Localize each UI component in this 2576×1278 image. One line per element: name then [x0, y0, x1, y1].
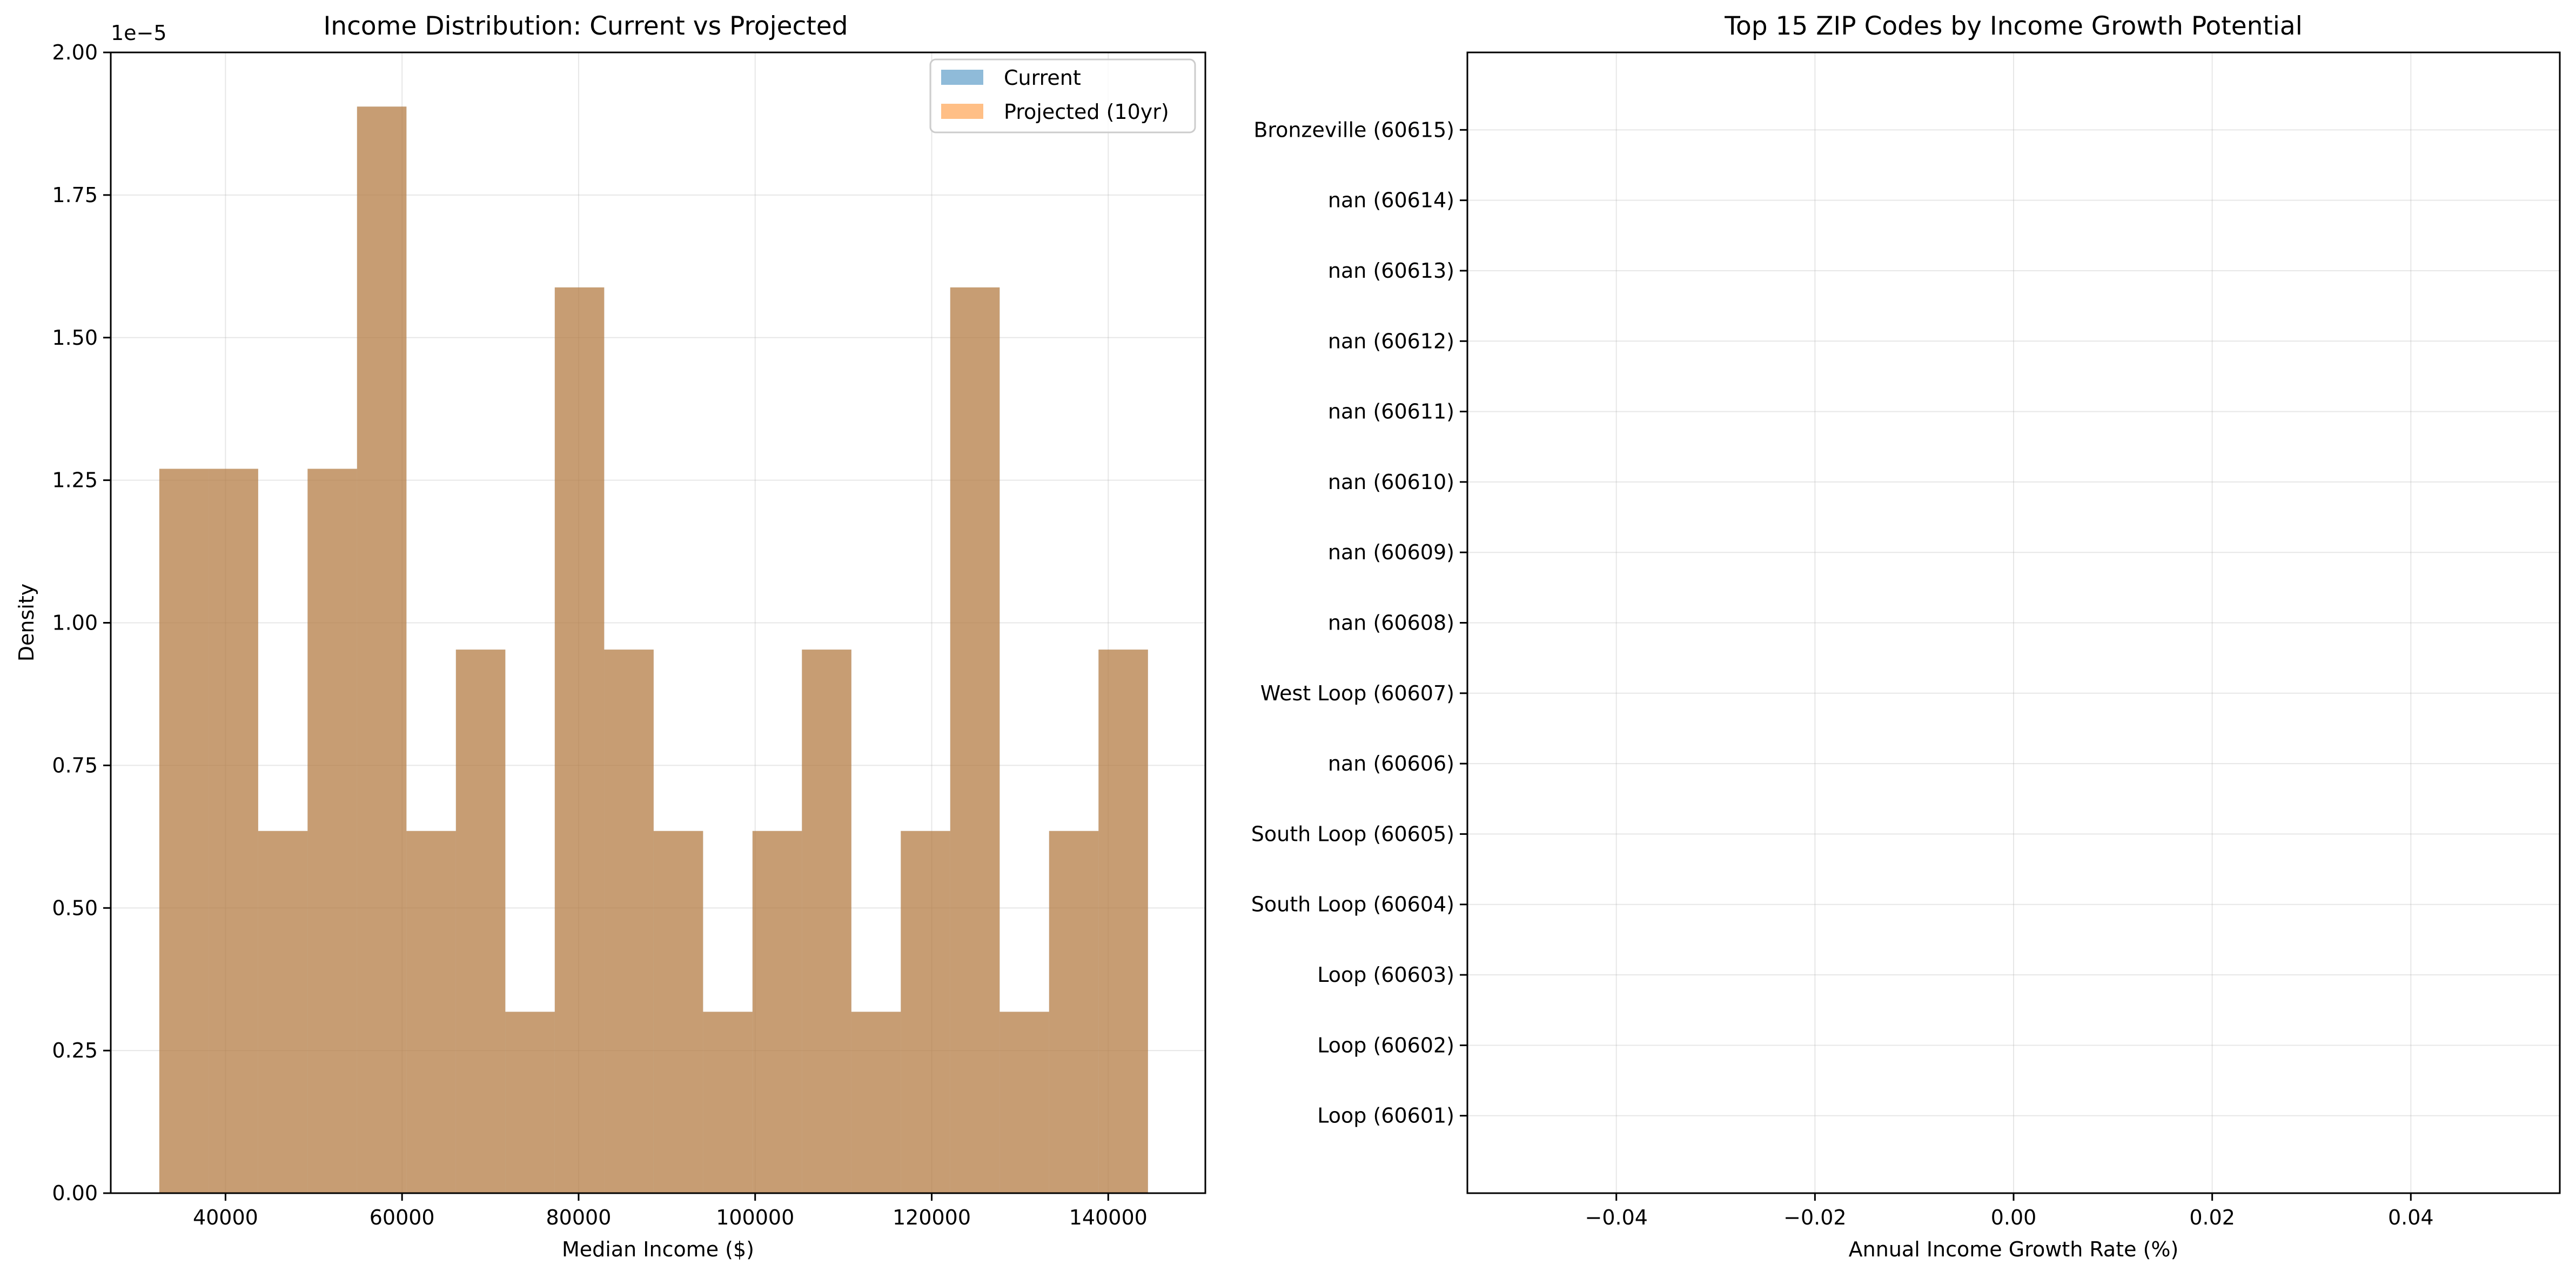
- histogram-bar-projected: [1049, 831, 1099, 1193]
- legend-swatch-projected: [941, 104, 983, 119]
- histogram-bar-projected: [406, 831, 456, 1193]
- zip-label: Loop (60603): [1317, 963, 1454, 987]
- x-tick-label: 0.00: [1991, 1206, 2037, 1229]
- x-tick-label: 80000: [546, 1206, 612, 1229]
- zip-label: Loop (60602): [1317, 1033, 1454, 1057]
- zip-label: West Loop (60607): [1260, 681, 1454, 705]
- histogram-bar-projected: [455, 650, 506, 1193]
- histogram-bar-projected: [357, 106, 407, 1194]
- zip-label: South Loop (60604): [1251, 893, 1454, 916]
- histogram-bar-projected: [258, 831, 308, 1193]
- y-tick-label: 2.00: [52, 41, 98, 64]
- y-tick-label: 1.25: [52, 469, 98, 492]
- growth-x-axis-label: Annual Income Growth Rate (%): [1849, 1237, 2179, 1261]
- y-tick-label: 0.50: [52, 896, 98, 920]
- histogram-axes-frame: [110, 51, 1206, 1194]
- x-tick-label: −0.04: [1585, 1206, 1648, 1229]
- y-tick-label: 1.75: [52, 183, 98, 207]
- histogram-bar-projected: [703, 1012, 753, 1193]
- x-tick-label: 0.02: [2189, 1206, 2235, 1229]
- zip-label: nan (60611): [1328, 400, 1454, 424]
- legend-label-projected: Projected (10yr): [1004, 100, 1169, 124]
- y-tick-label: 1.00: [52, 611, 98, 635]
- histogram-bar-projected: [901, 831, 950, 1193]
- zip-label: nan (60606): [1328, 752, 1454, 775]
- legend-label-current: Current: [1004, 66, 1081, 90]
- histogram-bar-projected: [999, 1012, 1049, 1193]
- zip-label: nan (60609): [1328, 540, 1454, 564]
- histogram-x-axis-label: Median Income ($): [562, 1237, 754, 1261]
- y-tick-label: 0.75: [52, 753, 98, 777]
- histogram-bar-projected: [752, 831, 802, 1193]
- histogram-legend: Current Projected (10yr): [929, 58, 1196, 133]
- legend-frame: [929, 58, 1196, 133]
- histogram-bar-projected: [950, 287, 1000, 1194]
- histogram-bar-projected: [307, 469, 357, 1193]
- growth-panel: Top 15 ZIP Codes by Income Growth Potent…: [1251, 11, 2561, 1261]
- zip-label: Loop (60601): [1317, 1104, 1454, 1128]
- zip-label: nan (60613): [1328, 259, 1454, 283]
- x-tick-label: 100000: [716, 1206, 794, 1229]
- histogram-bar-projected: [505, 1012, 555, 1193]
- zip-label: nan (60612): [1328, 329, 1454, 353]
- y-tick-label: 0.25: [52, 1039, 98, 1062]
- growth-y-ticks: Loop (60601) Loop (60602) Loop (60603) Sout…: [1251, 118, 1467, 1128]
- x-tick-label: 60000: [370, 1206, 435, 1229]
- x-tick-label: −0.02: [1783, 1206, 1846, 1229]
- histogram-y-ticks: 0.00 0.25 0.50 0.75 1.00 1.25 1.50 1.75 2.00: [52, 41, 111, 1205]
- growth-axes-frame: [1466, 51, 2561, 1194]
- histogram-title: Income Distribution: Current vs Projecte…: [323, 11, 848, 41]
- histogram-bar-projected: [209, 469, 258, 1193]
- histogram-bar-projected: [1098, 650, 1148, 1193]
- x-tick-label: 0.04: [2388, 1206, 2434, 1229]
- growth-grid: [1467, 52, 2560, 1193]
- histogram-bar-projected: [802, 650, 851, 1193]
- x-tick-label: 140000: [1069, 1206, 1148, 1229]
- zip-label: South Loop (60605): [1251, 822, 1454, 846]
- y-tick-label: 1.50: [52, 326, 98, 350]
- zip-label: Bronzeville (60615): [1253, 118, 1454, 142]
- histogram-bar-projected: [653, 831, 703, 1193]
- zip-label: nan (60608): [1328, 611, 1454, 635]
- histogram-bars: [159, 106, 1148, 1194]
- legend-swatch-current: [941, 70, 983, 85]
- histogram-bar-projected: [159, 469, 209, 1193]
- growth-title: Top 15 ZIP Codes by Income Growth Potent…: [1724, 11, 2303, 41]
- histogram-y-axis-label: Density: [15, 584, 38, 661]
- histogram-bar-projected: [851, 1012, 901, 1193]
- y-tick-label: 0.00: [52, 1181, 98, 1205]
- growth-x-ticks: −0.04 −0.02 0.00 0.02 0.04: [1585, 1193, 2434, 1229]
- histogram-x-ticks: 40000 60000 80000 100000 120000 140000: [193, 1193, 1148, 1229]
- histogram-bar-projected: [554, 287, 605, 1194]
- histogram-bar-projected: [604, 650, 654, 1193]
- histogram-offset-text: 1e−5: [111, 21, 167, 45]
- x-tick-label: 120000: [893, 1206, 971, 1229]
- x-tick-label: 40000: [193, 1206, 258, 1229]
- zip-label: nan (60614): [1328, 189, 1454, 212]
- zip-label: nan (60610): [1328, 470, 1454, 494]
- histogram-panel: Income Distribution: Current vs Projecte…: [15, 11, 1206, 1261]
